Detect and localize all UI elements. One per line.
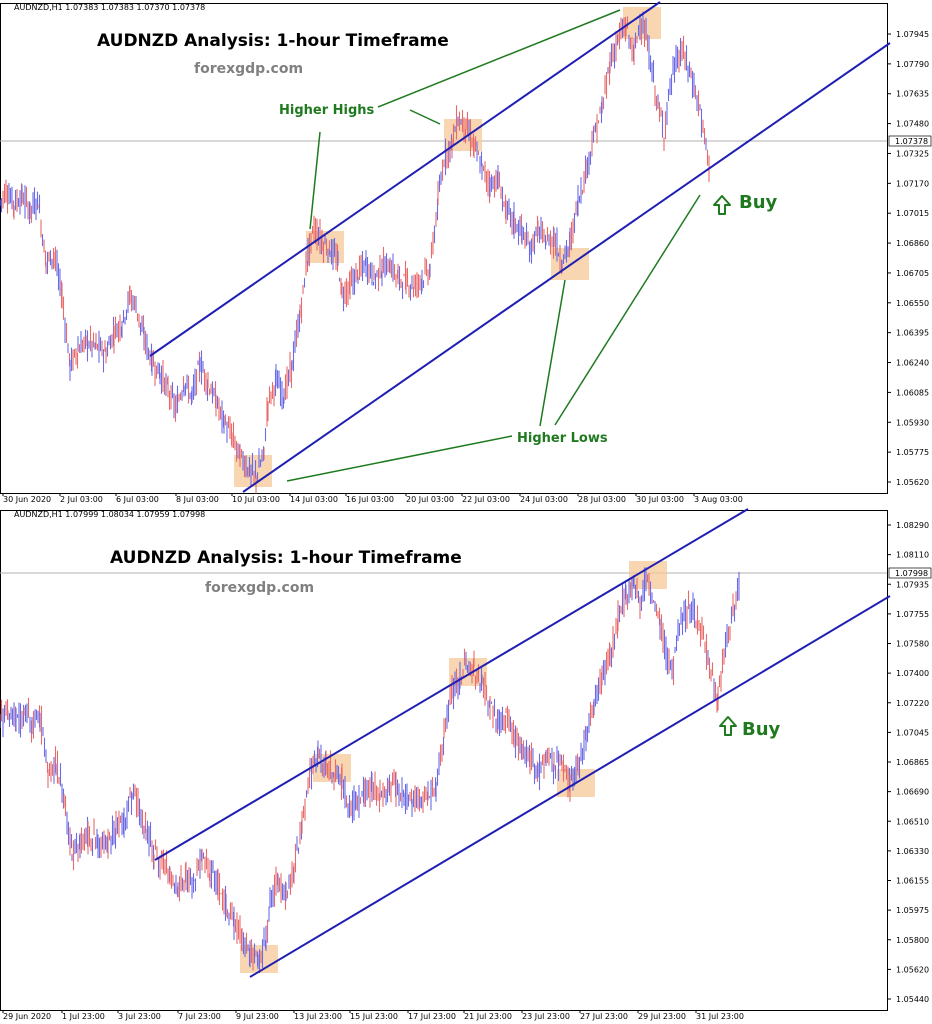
current-price-box: [888, 135, 932, 147]
buy-arrow-icon: [719, 716, 737, 736]
top-watermark: forexgdp.com: [194, 61, 303, 77]
top-chart-title: AUDNZD Analysis: 1-hour Timeframe: [97, 31, 449, 51]
y-tick-label: 1.06510: [896, 817, 929, 826]
buy-arrow-icon: [713, 195, 731, 215]
y-tick-label: 1.07170: [896, 179, 929, 188]
x-tick-label: 30 Jul 03:00: [636, 495, 684, 504]
channel-line: [154, 508, 749, 861]
top-chart-header: AUDNZD,H1 1.07383 1.07383 1.07370 1.0737…: [14, 3, 205, 12]
x-tick-label: 13 Jul 23:00: [294, 1012, 342, 1021]
bottom-current-price: 1.07998: [895, 569, 928, 578]
y-tick-label: 1.07480: [896, 120, 929, 129]
channel-line: [249, 595, 891, 978]
channel-line: [242, 42, 891, 493]
annotation-pointer: [309, 131, 321, 230]
x-tick-label: 8 Jul 03:00: [176, 495, 219, 504]
bottom-buy-label: Buy: [742, 719, 781, 740]
current-price-box: [888, 567, 932, 579]
x-tick-label: 1 Jul 23:00: [62, 1012, 105, 1021]
x-tick-label: 27 Jul 23:00: [580, 1012, 628, 1021]
x-tick-label: 2 Jul 03:00: [60, 495, 103, 504]
y-tick-label: 1.05800: [896, 936, 929, 945]
annotation-pointer: [554, 194, 701, 426]
y-tick-label: 1.07045: [896, 728, 929, 737]
y-tick-label: 1.07790: [896, 60, 929, 69]
y-tick-label: 1.05975: [896, 906, 929, 915]
y-tick-label: 1.07400: [896, 669, 929, 678]
plot-frame: [0, 3, 888, 494]
y-tick-label: 1.06550: [896, 299, 929, 308]
x-tick-label: 24 Jul 03:00: [520, 495, 568, 504]
x-tick-label: 23 Jul 23:00: [522, 1012, 570, 1021]
x-tick-label: 9 Jul 23:00: [236, 1012, 279, 1021]
x-tick-label: 3 Jul 23:00: [118, 1012, 161, 1021]
top-current-price: 1.07378: [895, 137, 928, 146]
y-tick-label: 1.06705: [896, 269, 929, 278]
y-tick-label: 1.06155: [896, 877, 929, 886]
higher-highs-label: Higher Highs: [279, 103, 375, 118]
annotation-pointer: [539, 279, 566, 427]
y-tick-label: 1.06395: [896, 329, 929, 338]
x-tick-label: 3 Aug 03:00: [694, 495, 743, 504]
annotation-pointer: [377, 9, 621, 108]
annotation-pointer: [409, 109, 441, 125]
y-tick-label: 1.07935: [896, 580, 929, 589]
y-tick-label: 1.05620: [896, 965, 929, 974]
x-tick-label: 14 Jul 03:00: [290, 495, 338, 504]
y-tick-label: 1.07015: [896, 209, 929, 218]
y-tick-label: 1.05440: [896, 995, 929, 1004]
y-tick-label: 1.05620: [896, 478, 929, 487]
y-tick-label: 1.06860: [896, 239, 929, 248]
annotation-pointer: [286, 435, 513, 482]
y-tick-label: 1.06330: [896, 847, 929, 856]
top-chart-panel: 1.07945 1.07790 1.07635 1.07480 1.07325 1.071…: [0, 1, 932, 504]
y-tick-label: 1.08110: [896, 551, 929, 560]
y-tick-label: 1.06240: [896, 359, 929, 368]
bottom-chart-title: AUDNZD Analysis: 1-hour Timeframe: [110, 548, 462, 568]
y-tick-label: 1.05775: [896, 448, 929, 457]
x-tick-label: 15 Jul 23:00: [350, 1012, 398, 1021]
y-tick-label: 1.07755: [896, 610, 929, 619]
x-tick-label: 16 Jul 03:00: [346, 495, 394, 504]
top-buy-label: Buy: [739, 192, 778, 213]
channel-line: [149, 1, 661, 357]
x-tick-label: 28 Jul 03:00: [578, 495, 626, 504]
x-tick-label: 29 Jul 23:00: [638, 1012, 686, 1021]
plot-frame: [0, 510, 888, 1011]
y-tick-label: 1.06085: [896, 388, 929, 397]
higher-lows-label: Higher Lows: [517, 431, 608, 446]
y-tick-label: 1.05930: [896, 418, 929, 427]
bottom-chart-header: AUDNZD,H1 1.07999 1.08034 1.07959 1.0799…: [14, 510, 205, 519]
x-tick-label: 30 Jun 2020: [3, 495, 51, 504]
x-tick-label: 22 Jul 03:00: [462, 495, 510, 504]
x-tick-label: 10 Jul 03:00: [232, 495, 280, 504]
y-tick-label: 1.06690: [896, 788, 929, 797]
y-tick-label: 1.08290: [896, 521, 929, 530]
x-tick-label: 7 Jul 23:00: [178, 1012, 221, 1021]
x-tick-label: 29 Jun 2020: [3, 1012, 51, 1021]
y-tick-label: 1.07945: [896, 30, 929, 39]
x-tick-label: 21 Jul 23:00: [464, 1012, 512, 1021]
y-tick-label: 1.07635: [896, 90, 929, 99]
y-tick-label: 1.07220: [896, 699, 929, 708]
x-tick-label: 20 Jul 03:00: [406, 495, 454, 504]
bottom-chart-panel: 1.08290 1.08110 1.07935 1.07755 1.07580 1.074…: [0, 508, 932, 1021]
x-tick-label: 31 Jul 23:00: [696, 1012, 744, 1021]
x-tick-label: 17 Jul 23:00: [408, 1012, 456, 1021]
y-tick-label: 1.06865: [896, 758, 929, 767]
y-tick-label: 1.07325: [896, 149, 929, 158]
bottom-watermark: forexgdp.com: [205, 580, 314, 596]
y-tick-label: 1.07580: [896, 640, 929, 649]
x-tick-label: 6 Jul 03:00: [116, 495, 159, 504]
